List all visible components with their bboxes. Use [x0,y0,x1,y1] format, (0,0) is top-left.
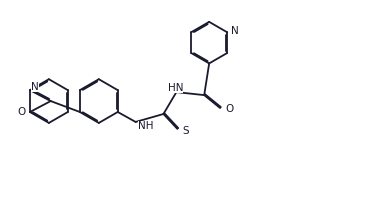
Text: HN: HN [168,83,183,93]
Text: N: N [31,82,39,92]
Text: N: N [231,26,239,36]
Text: O: O [18,107,26,117]
Text: NH: NH [138,121,153,131]
Text: O: O [225,104,233,114]
Text: S: S [182,126,189,136]
